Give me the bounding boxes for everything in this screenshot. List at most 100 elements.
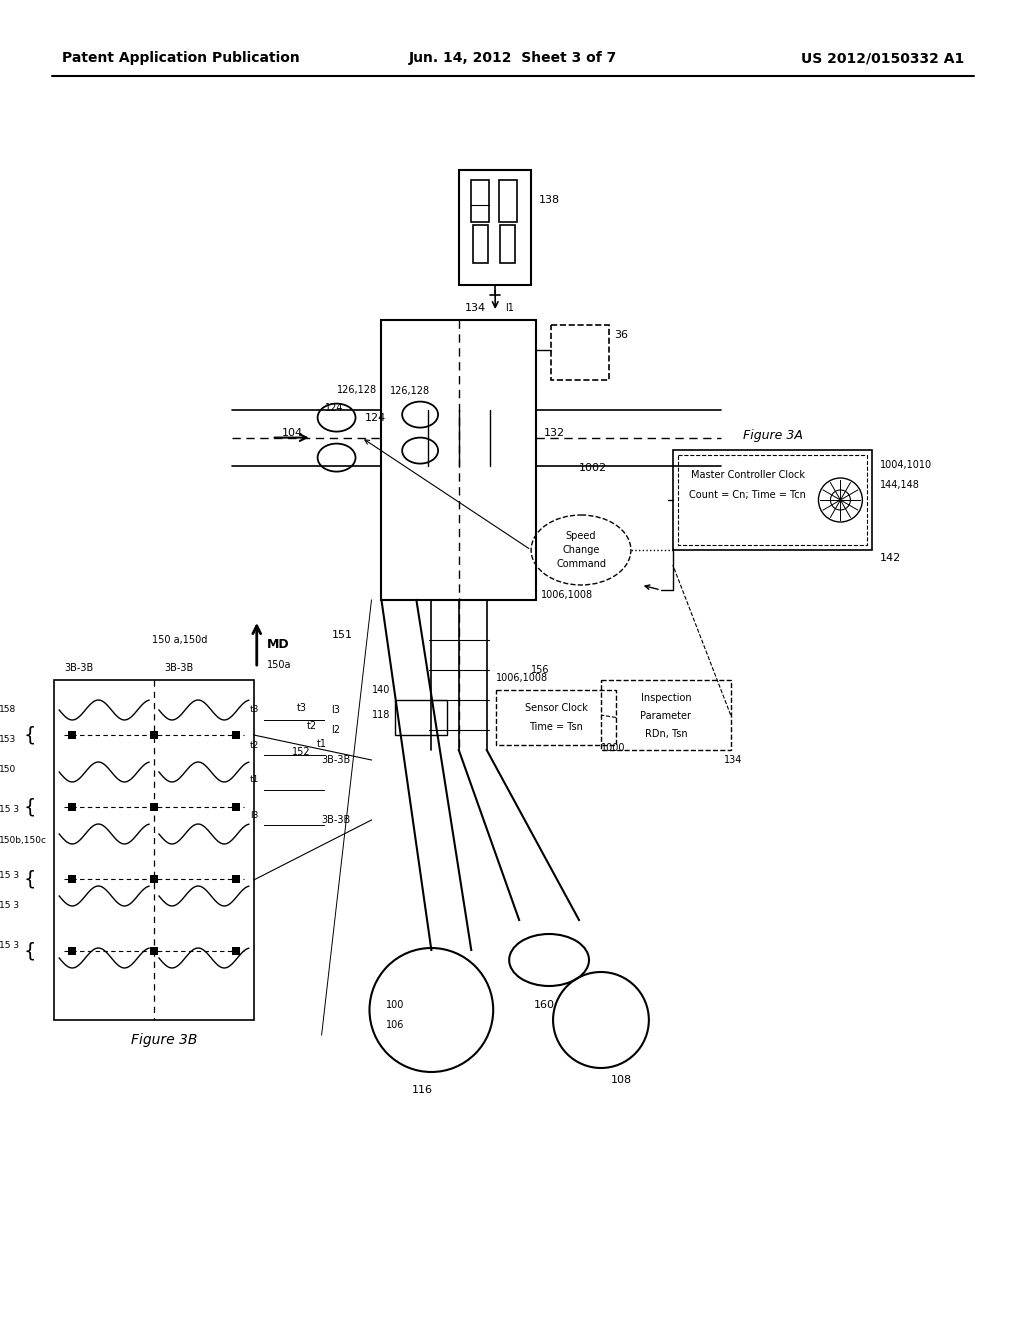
Bar (500, 224, 515, 263)
Text: 15 3: 15 3 (0, 940, 19, 949)
Text: l3: l3 (250, 810, 259, 820)
Text: 132: 132 (544, 428, 565, 438)
Text: 1006,1008: 1006,1008 (541, 590, 593, 601)
Text: Command: Command (556, 558, 606, 569)
Bar (69, 731, 76, 739)
Text: Speed: Speed (565, 531, 596, 541)
Text: t1: t1 (316, 739, 327, 748)
Text: 158: 158 (0, 705, 16, 714)
Text: Master Controller Clock: Master Controller Clock (690, 470, 805, 480)
Text: 108: 108 (611, 1074, 632, 1085)
Bar (460, 170, 531, 285)
Text: 1004,1010: 1004,1010 (881, 459, 933, 470)
Text: 124: 124 (325, 403, 343, 413)
Text: 150b,150c: 150b,150c (0, 836, 47, 845)
Bar (150, 731, 158, 739)
Text: 142: 142 (881, 553, 901, 564)
Bar (231, 803, 240, 810)
Bar (150, 875, 158, 883)
Text: Figure 3B: Figure 3B (131, 1034, 198, 1047)
Bar (150, 731, 158, 739)
Bar (54, 680, 254, 1020)
Text: Patent Application Publication: Patent Application Publication (62, 51, 300, 65)
Text: 1000: 1000 (601, 743, 626, 752)
Bar (551, 325, 609, 380)
Text: 160: 160 (535, 1001, 555, 1010)
Bar (150, 875, 158, 883)
Text: l2: l2 (332, 725, 341, 735)
Text: 3B-3B: 3B-3B (164, 663, 194, 673)
Bar (382, 319, 537, 601)
Text: Change: Change (562, 545, 600, 554)
Text: 126,128: 126,128 (390, 385, 430, 396)
Text: 118: 118 (372, 710, 390, 719)
Text: 138: 138 (539, 195, 560, 205)
Text: t3: t3 (297, 704, 306, 713)
Bar (69, 875, 76, 883)
Text: 104: 104 (282, 428, 303, 438)
Bar (69, 946, 76, 954)
Text: 144,148: 144,148 (881, 480, 921, 490)
Bar (150, 946, 158, 954)
Text: RDn, Tsn: RDn, Tsn (644, 729, 687, 739)
Bar (497, 690, 615, 744)
Bar (471, 180, 489, 222)
Text: Jun. 14, 2012  Sheet 3 of 7: Jun. 14, 2012 Sheet 3 of 7 (409, 51, 617, 65)
Text: 1006,1008: 1006,1008 (497, 673, 548, 682)
Bar (231, 731, 240, 739)
Text: l1: l1 (505, 304, 514, 313)
Bar (150, 803, 158, 810)
Text: 15 3: 15 3 (0, 870, 19, 879)
Text: t2: t2 (306, 721, 316, 731)
Bar (601, 680, 731, 750)
Text: 36: 36 (614, 330, 628, 341)
Bar (673, 450, 872, 550)
Bar (678, 455, 867, 545)
Text: 3B-3B: 3B-3B (322, 814, 351, 825)
Text: 150 a,150d: 150 a,150d (152, 635, 207, 645)
Text: 150a: 150a (266, 660, 291, 671)
Text: 152: 152 (292, 747, 310, 756)
Text: 150: 150 (0, 766, 16, 775)
Text: 126,128: 126,128 (337, 385, 377, 395)
Bar (499, 180, 517, 222)
Text: 100: 100 (386, 1001, 404, 1010)
Text: 1002: 1002 (579, 463, 607, 473)
Text: t2: t2 (250, 741, 259, 750)
Text: Sensor Clock: Sensor Clock (524, 704, 588, 713)
Text: Figure 3A: Figure 3A (742, 429, 803, 441)
Text: {: { (24, 726, 36, 744)
Text: US 2012/0150332 A1: US 2012/0150332 A1 (801, 51, 965, 65)
Text: Parameter: Parameter (640, 711, 691, 721)
Text: 3B-3B: 3B-3B (322, 755, 351, 766)
Text: MD: MD (266, 639, 290, 652)
Text: {: { (24, 870, 36, 888)
Text: 106: 106 (386, 1020, 404, 1030)
Text: 116: 116 (412, 1085, 432, 1096)
Bar (395, 700, 447, 735)
Text: {: { (24, 797, 36, 817)
Bar (473, 224, 488, 263)
Text: 140: 140 (372, 685, 390, 696)
Bar (231, 875, 240, 883)
Text: 15 3: 15 3 (0, 900, 19, 909)
Text: 3B-3B: 3B-3B (65, 663, 93, 673)
Text: Inspection: Inspection (640, 693, 691, 704)
Text: t1: t1 (250, 776, 259, 784)
Text: 134: 134 (724, 755, 742, 766)
Text: Time = Tsn: Time = Tsn (529, 722, 583, 733)
Text: Count = Cn; Time = Tcn: Count = Cn; Time = Tcn (689, 490, 806, 500)
Text: l3: l3 (332, 705, 340, 715)
Text: 15 3: 15 3 (0, 805, 19, 814)
Text: 151: 151 (332, 630, 352, 640)
Text: 153: 153 (0, 735, 16, 744)
Bar (231, 946, 240, 954)
Bar (69, 803, 76, 810)
Text: 134: 134 (465, 304, 486, 313)
Text: 156: 156 (531, 665, 550, 675)
Bar (150, 803, 158, 810)
Text: t3: t3 (250, 705, 259, 714)
Bar (150, 946, 158, 954)
Text: {: { (24, 941, 36, 961)
Text: 124: 124 (366, 413, 386, 422)
